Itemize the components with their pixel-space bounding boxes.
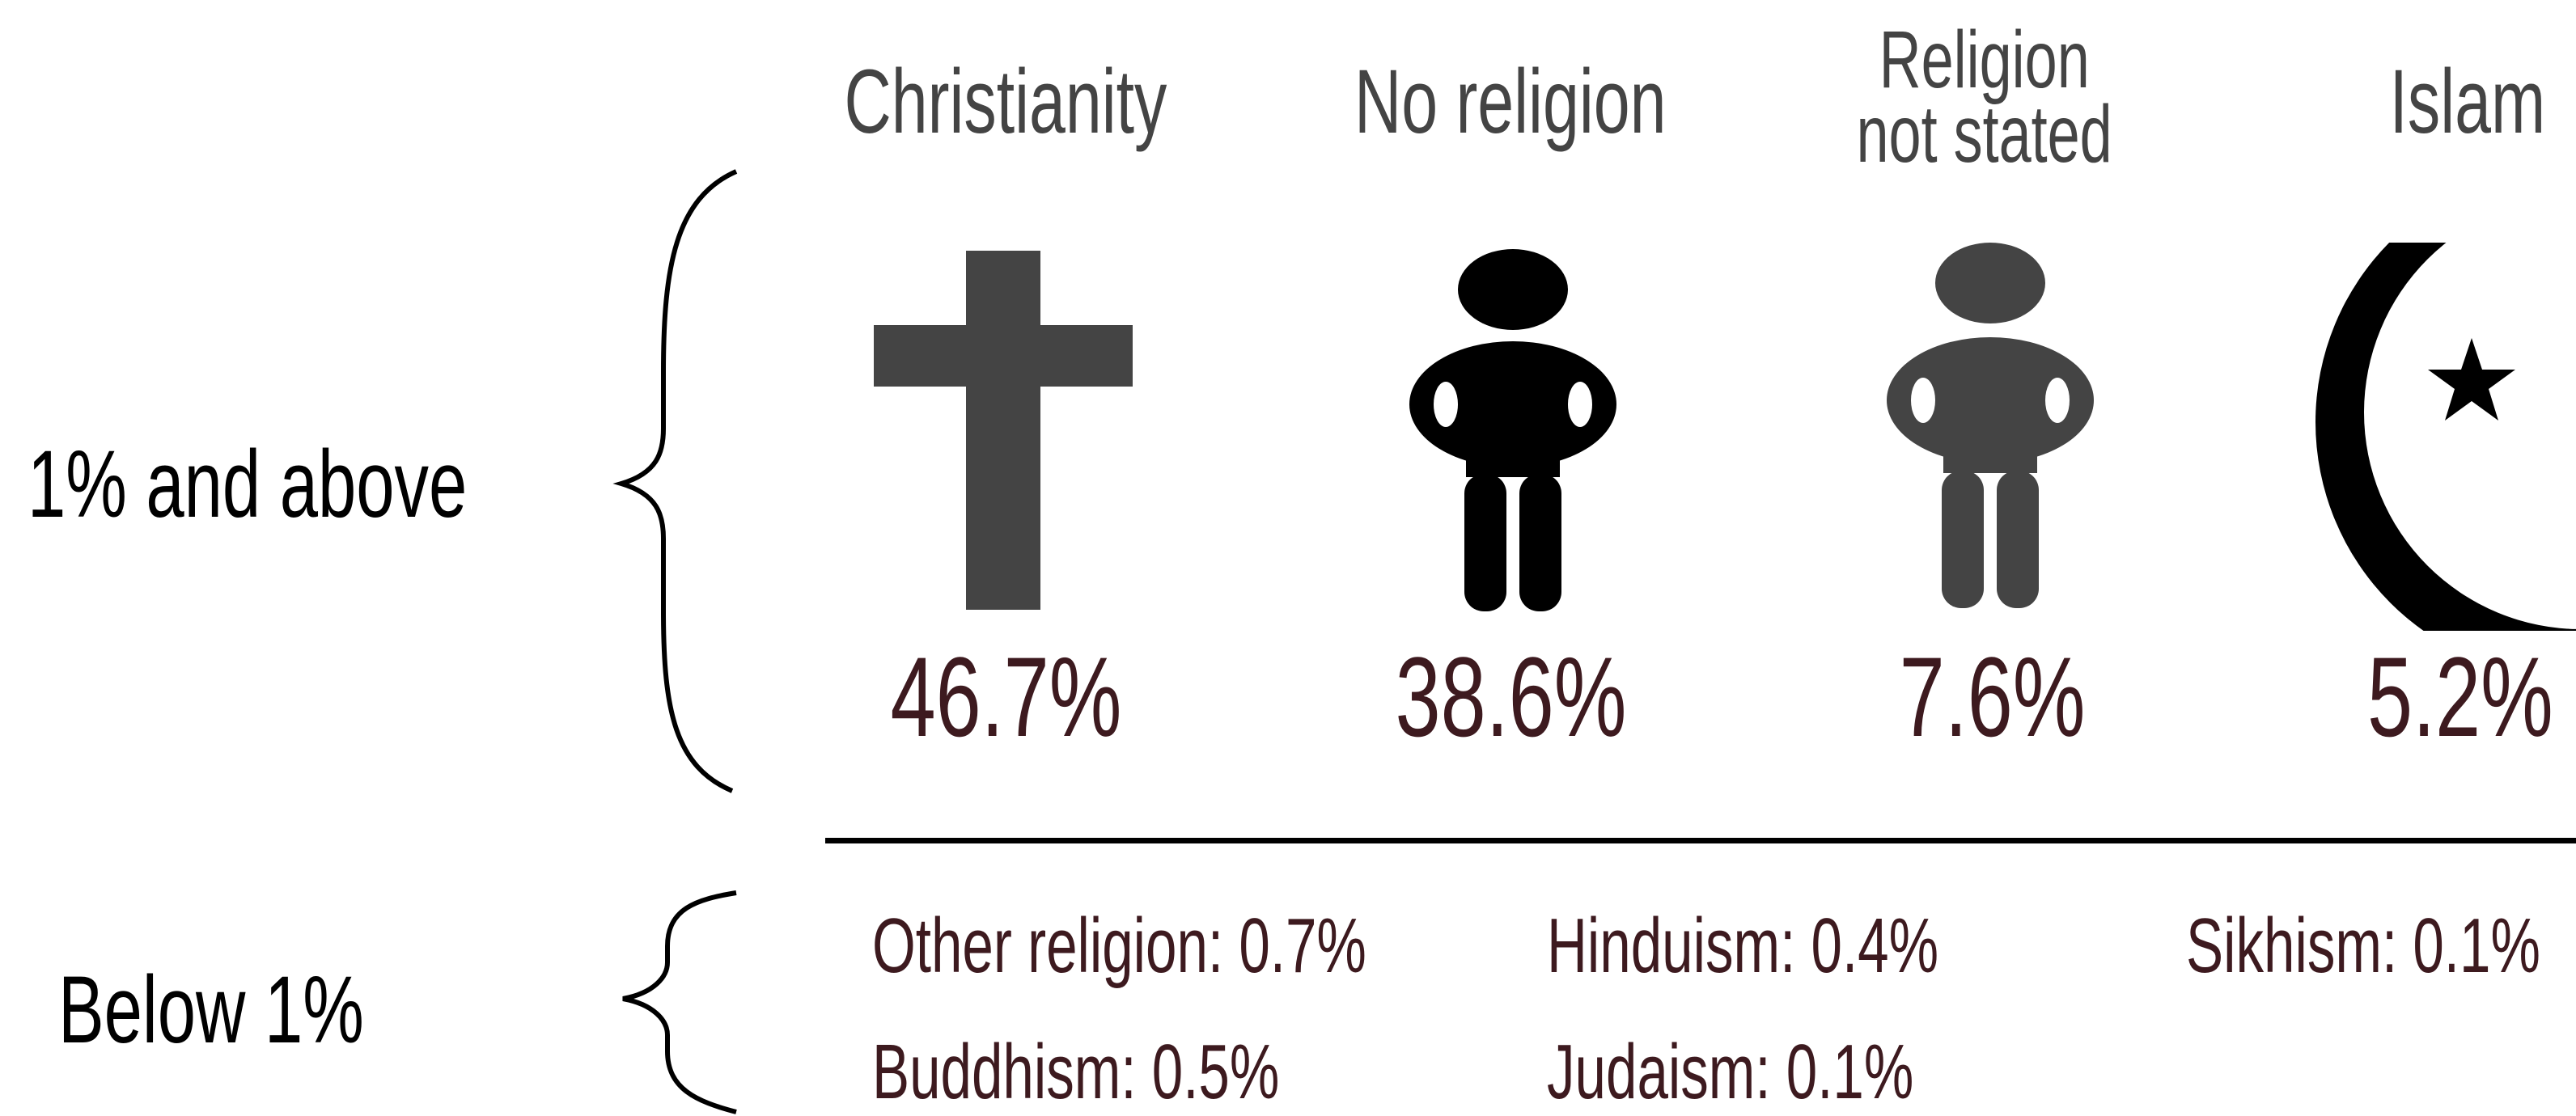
section-label-below-text: Below 1% — [58, 962, 364, 1058]
person-icon-arm-gap-left — [1434, 382, 1458, 427]
category-label-not-stated-line1: Religion — [1879, 23, 2090, 97]
value-no-religion-text: 38.6% — [1395, 640, 1626, 754]
section-label-above: 1% and above — [28, 437, 638, 532]
person-icon-leg-right — [1997, 471, 2039, 608]
minor-item-hinduism: Hinduism: 0.4% — [1547, 907, 2091, 985]
minor-item-sikhism: Sikhism: 0.1% — [2186, 907, 2576, 985]
minor-item-buddhism: Buddhism: 0.5% — [872, 1034, 1438, 1111]
minor-item-sikhism-text: Sikhism: 0.1% — [2186, 907, 2540, 985]
minor-item-buddhism-text: Buddhism: 0.5% — [872, 1034, 1279, 1111]
category-label-not-stated: Religion not stated — [1701, 23, 2268, 171]
value-not-stated-text: 7.6% — [1900, 640, 2086, 754]
person-icon-head — [1458, 249, 1568, 330]
brace-above-path — [621, 171, 736, 791]
person-icon-body — [1466, 364, 1560, 477]
section-divider — [825, 838, 2576, 843]
category-label-christianity-text: Christianity — [845, 57, 1167, 147]
value-christianity-text: 46.7% — [890, 640, 1121, 754]
category-label-christianity: Christianity — [722, 57, 1289, 147]
value-islam-text: 5.2% — [2367, 640, 2553, 754]
minor-item-judaism: Judaism: 0.1% — [1547, 1034, 2057, 1111]
value-no-religion: 38.6% — [1227, 640, 1794, 754]
brace-below — [599, 881, 761, 1116]
person-icon — [1392, 243, 1634, 631]
section-label-below: Below 1% — [58, 962, 483, 1058]
minor-item-other-religion: Other religion: 0.7% — [872, 907, 1558, 985]
person-icon-leg-right — [1519, 474, 1561, 611]
person-icon-leg-left — [1464, 474, 1506, 611]
minor-item-judaism-text: Judaism: 0.1% — [1547, 1034, 1913, 1111]
minor-item-hinduism-text: Hinduism: 0.4% — [1547, 907, 1938, 985]
person-icon-body — [1943, 360, 2037, 473]
crescent-star-icon — [2298, 243, 2576, 631]
cross-icon — [866, 243, 1141, 615]
minor-item-other-religion-text: Other religion: 0.7% — [872, 907, 1366, 985]
category-label-islam: Islam — [2184, 57, 2576, 147]
brace-below-path — [623, 893, 736, 1112]
category-label-not-stated-line2: not stated — [1857, 97, 2112, 171]
category-label-no-religion-text: No religion — [1354, 57, 1666, 147]
cross-icon-vertical — [966, 251, 1040, 610]
value-christianity: 46.7% — [722, 640, 1289, 754]
crescent-icon — [2315, 243, 2576, 631]
person-icon-leg-left — [1942, 471, 1984, 608]
person-icon-arm-gap-left — [1911, 378, 1935, 423]
section-label-above-text: 1% and above — [28, 437, 467, 532]
value-islam: 5.2% — [2367, 640, 2576, 754]
person-icon — [1869, 243, 2112, 631]
person-icon-arm-gap-right — [1568, 382, 1592, 427]
person-icon-head — [1935, 243, 2045, 323]
category-label-islam-text: Islam — [2390, 57, 2546, 147]
value-not-stated: 7.6% — [1710, 640, 2276, 754]
cross-icon-horizontal — [874, 325, 1133, 387]
person-icon-arm-gap-right — [2045, 378, 2070, 423]
